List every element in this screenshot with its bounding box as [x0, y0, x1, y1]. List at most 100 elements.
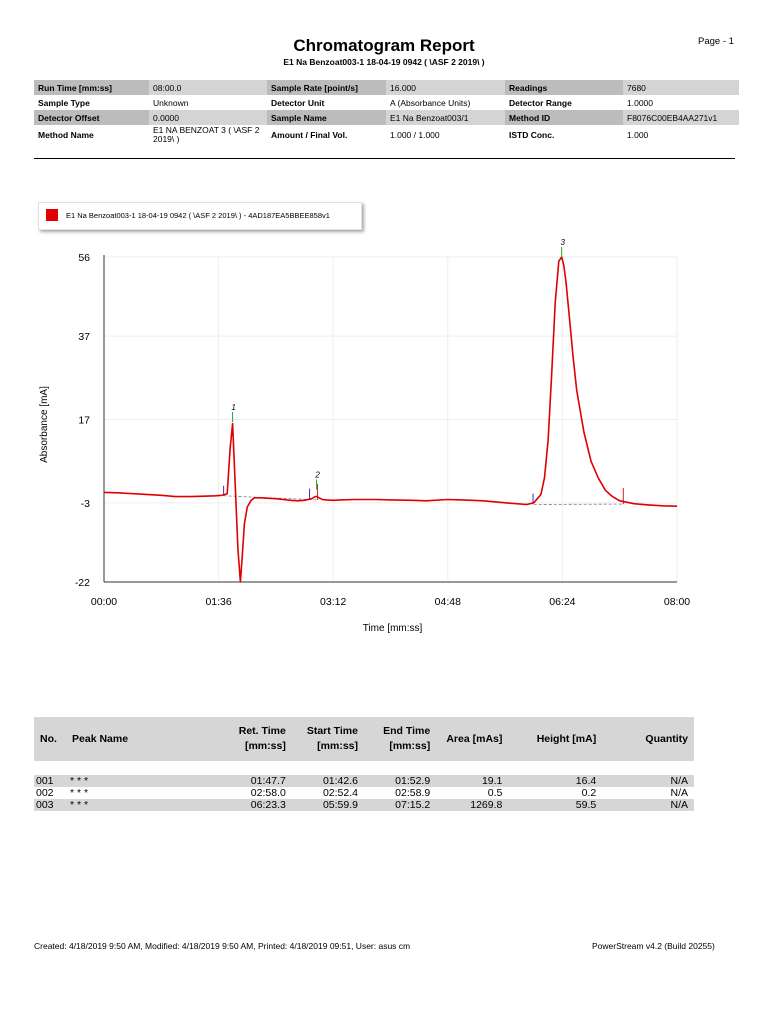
- y-axis-title: Absorbance [mA]: [39, 386, 50, 463]
- col-start-time-line2: [mm:ss]: [317, 740, 358, 752]
- info-label: Run Time [mm:ss]: [34, 80, 149, 95]
- footer-timestamps: Created: 4/18/2019 9:50 AM, Modified: 4/…: [34, 941, 411, 951]
- x-tick-label: 03:12: [320, 596, 346, 608]
- page-number: Page - 1: [698, 36, 734, 47]
- cell-end-time: 07:15.2: [364, 799, 437, 811]
- cell-no: 001: [34, 775, 69, 787]
- info-label: Readings: [505, 80, 623, 95]
- info-label: Detector Range: [509, 97, 572, 108]
- info-value: 16.000: [386, 80, 505, 95]
- cell-ret-time: 01:47.7: [219, 775, 292, 787]
- cell-end-time: 02:58.9: [395, 787, 431, 799]
- cell-start-time: 01:42.6: [291, 775, 364, 787]
- peak-label: 2: [314, 471, 320, 480]
- info-value: E1 NA BENZOAT 3 ( \ASF 2 2019\ ): [153, 125, 260, 144]
- col-ret-time-line2: [mm:ss]: [244, 740, 286, 752]
- cell-ret-time: 02:58.0: [250, 787, 286, 799]
- info-value: E1 Na Benzoat003/1: [386, 110, 505, 125]
- col-end-time-line1: End Time: [383, 725, 431, 737]
- cell-quantity: N/A: [670, 787, 688, 799]
- x-tick-label: 04:48: [435, 596, 461, 608]
- info-label: Amount / Final Vol.: [271, 129, 348, 140]
- x-axis-title: Time [mm:ss]: [363, 623, 423, 634]
- info-value: 7680: [623, 80, 739, 95]
- info-label: Detector Unit: [271, 97, 325, 108]
- footer-version: PowerStream v4.2 (Build 20255): [592, 941, 715, 951]
- info-value: F8076C00EB4AA271v1: [623, 110, 739, 125]
- y-tick-label: -22: [75, 577, 90, 589]
- col-end-time-line2: [mm:ss]: [389, 740, 431, 752]
- info-label: Method Name: [38, 129, 94, 140]
- cell-height: 16.4: [508, 775, 603, 787]
- table-spacer: [34, 761, 694, 775]
- cell-no: 002: [36, 787, 54, 799]
- info-value: 08:00.0: [149, 80, 267, 95]
- info-value: 1.000 / 1.000: [390, 129, 440, 140]
- cell-height: 59.5: [508, 799, 603, 811]
- cell-start-time: 05:59.9: [291, 799, 364, 811]
- cell-ret-time: 06:23.3: [219, 799, 292, 811]
- peak-label: 1: [231, 403, 235, 412]
- info-label: Sample Type: [38, 97, 90, 108]
- col-start-time-line1: Start Time: [306, 725, 358, 737]
- col-no: No.: [34, 717, 69, 761]
- x-tick-label: 06:24: [549, 596, 575, 608]
- peak-label: 3: [560, 238, 565, 247]
- chromatogram-trace: [103, 256, 678, 583]
- y-tick-label: 56: [78, 252, 90, 264]
- y-tick-label: 37: [78, 331, 90, 343]
- peak-table-header: No. Peak Name Ret. Time [mm:ss] Start Tim…: [34, 717, 694, 761]
- info-row: Sample Type Unknown Detector Unit A (Abs…: [34, 95, 739, 110]
- info-label: Detector Offset: [34, 110, 149, 125]
- x-tick-label: 00:00: [91, 596, 117, 608]
- cell-peak-name: * * *: [68, 799, 220, 811]
- info-label: ISTD Conc.: [509, 129, 555, 140]
- cell-end-time: 01:52.9: [364, 775, 437, 787]
- col-area: Area [mAs]: [436, 717, 509, 761]
- table-row: 002 * * * 02:58.0 02:52.4 02:58.9 0.5 0.…: [34, 787, 694, 799]
- cell-peak-name: * * *: [68, 775, 220, 787]
- cell-area: 1269.8: [436, 799, 509, 811]
- info-row: Detector Offset 0.0000 Sample Name E1 Na…: [34, 110, 739, 125]
- x-tick-label: 01:36: [205, 596, 231, 608]
- info-row: Run Time [mm:ss] 08:00.0 Sample Rate [po…: [34, 80, 739, 95]
- cell-quantity: N/A: [602, 799, 694, 811]
- table-row: 003 * * * 06:23.3 05:59.9 07:15.2 1269.8…: [34, 799, 694, 811]
- x-tick-label: 08:00: [664, 596, 690, 608]
- col-end-time: End Time [mm:ss]: [364, 717, 437, 761]
- col-quantity: Quantity: [602, 717, 694, 761]
- peak-table: No. Peak Name Ret. Time [mm:ss] Start Tim…: [34, 717, 694, 811]
- section-divider: [34, 158, 735, 159]
- cell-area: 0.5: [487, 787, 503, 799]
- table-row: 001 * * * 01:47.7 01:42.6 01:52.9 19.1 1…: [34, 775, 694, 787]
- col-peak-name: Peak Name: [68, 717, 220, 761]
- cell-start-time: 02:52.4: [322, 787, 358, 799]
- report-subtitle: E1 Na Benzoat003-1 18-04-19 0942 ( \ASF …: [283, 57, 485, 67]
- cell-height: 0.2: [581, 787, 597, 799]
- chart-legend: E1 Na Benzoat003-1 18-04-19 0942 ( \ASF …: [38, 202, 362, 230]
- info-value: 0.0000: [149, 110, 267, 125]
- report-title: Chromatogram Report: [293, 36, 475, 55]
- info-label: Method ID: [505, 110, 623, 125]
- info-label: Sample Rate [point/s]: [267, 80, 386, 95]
- cell-peak-name: * * *: [70, 787, 89, 799]
- info-value: 1.0000: [627, 97, 653, 108]
- run-info-table: Run Time [mm:ss] 08:00.0 Sample Rate [po…: [34, 80, 739, 144]
- legend-entry: E1 Na Benzoat003-1 18-04-19 0942 ( \ASF …: [66, 211, 330, 220]
- cell-quantity: N/A: [602, 775, 694, 787]
- info-value: Unknown: [153, 97, 189, 108]
- col-ret-time: Ret. Time [mm:ss]: [219, 717, 292, 761]
- col-ret-time-line1: Ret. Time: [238, 725, 286, 737]
- cell-no: 003: [34, 799, 69, 811]
- info-label: Sample Name: [267, 110, 386, 125]
- col-height: Height [mA]: [508, 717, 603, 761]
- legend-swatch: [46, 209, 58, 221]
- spacer-cell: [34, 761, 694, 775]
- y-tick-label: -3: [81, 498, 90, 510]
- col-start-time: Start Time [mm:ss]: [291, 717, 364, 761]
- cell-area: 19.1: [436, 775, 509, 787]
- info-value: 1.000: [627, 129, 649, 140]
- info-value: A (Absorbance Units): [390, 97, 471, 108]
- info-row: Method Name E1 NA BENZOAT 3 ( \ASF 2 201…: [34, 125, 739, 144]
